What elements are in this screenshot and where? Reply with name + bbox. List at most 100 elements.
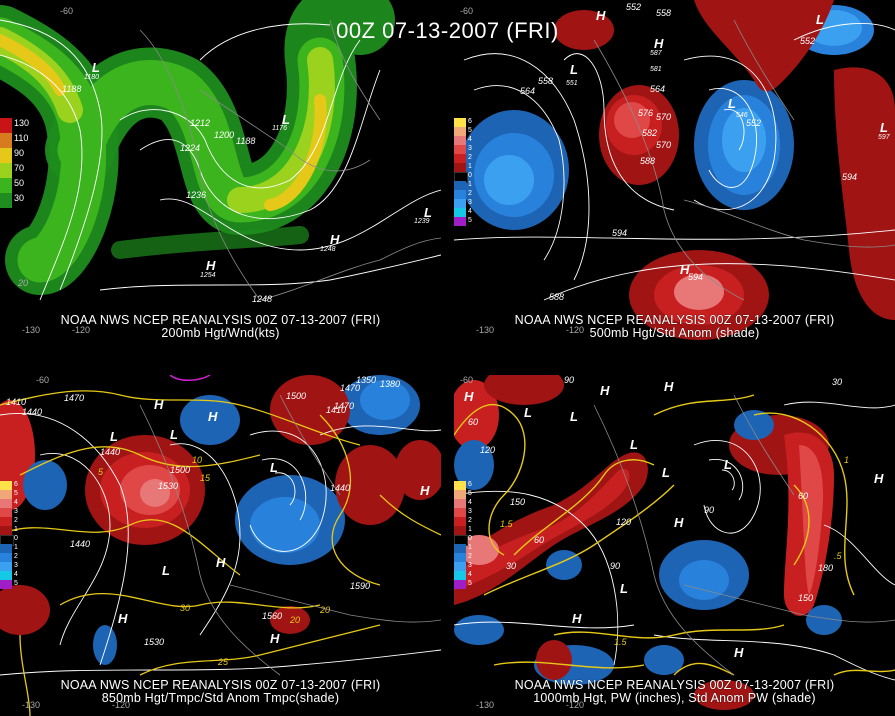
lon-label: -60: [36, 375, 50, 385]
legend-entry: 3: [454, 508, 484, 517]
legend-swatch: [454, 508, 466, 517]
contour-label: 1410: [326, 405, 347, 415]
legend-swatch: [454, 136, 466, 145]
legend-swatch: [454, 571, 466, 580]
pw-label: 1.5: [500, 519, 513, 529]
contour-label: 1200: [214, 130, 235, 140]
legend-swatch: [454, 580, 466, 589]
low-marker: L: [282, 112, 290, 127]
legend-swatch: [0, 517, 12, 526]
panel-500mb: 6 5 4 3 2 1 0 1 2 3 4 5 -130 -120 -60 H L L L L H H…: [454, 0, 895, 341]
map-500mb: [454, 0, 895, 340]
legend-entry: 3: [0, 508, 30, 517]
pw-label: 1: [844, 455, 850, 465]
temp-label: 15: [200, 473, 211, 483]
low-marker: L: [728, 96, 736, 111]
caption-line-2: 1000mb Hgt, PW (inches), Std Anom PW (sh…: [533, 691, 816, 705]
legend-label: 6: [14, 481, 18, 488]
high-marker: H: [330, 232, 340, 247]
contour-label: 90: [704, 505, 715, 515]
contour-label: 552: [746, 118, 762, 128]
map-1000mb: [454, 375, 895, 710]
legend-label: 90: [14, 148, 25, 158]
legend-entry: 4: [0, 499, 30, 508]
legend-entry: 5: [454, 217, 484, 226]
legend-entry: 2: [454, 154, 484, 163]
temp-label: 30: [180, 603, 191, 613]
contour-label: 558: [538, 76, 554, 86]
legend-entry: 50: [0, 178, 30, 193]
low-marker: L: [162, 563, 170, 578]
lon-label: -120: [566, 700, 585, 710]
contour-label: 1236: [186, 190, 207, 200]
legend-entry: 2: [454, 553, 484, 562]
high-marker: H: [154, 397, 164, 412]
legend-swatch: [454, 481, 466, 490]
contour-label: 1470: [64, 393, 85, 403]
legend-label: 3: [468, 145, 472, 152]
legend-entry: 1: [0, 544, 30, 553]
legend-entry: 4: [454, 136, 484, 145]
lon-label: -120: [72, 325, 91, 335]
lon-label: -130: [22, 700, 41, 710]
contour-label: 1212: [190, 118, 211, 128]
contour-label: 1440: [330, 483, 351, 493]
legend-entry: 90: [0, 148, 30, 163]
contour-label: 594: [842, 172, 858, 182]
legend-label: 3: [468, 562, 472, 569]
legend-entry: 70: [0, 163, 30, 178]
contour-label: 1176: [272, 125, 288, 132]
contour-label: 552: [626, 2, 642, 12]
legend-entry: 5: [454, 127, 484, 136]
lon-label: -60: [460, 375, 474, 385]
contour-label: 150: [798, 593, 814, 603]
contour-label: 1350: [356, 375, 377, 385]
legend-swatch: [0, 118, 12, 133]
legend-swatch: [454, 217, 466, 226]
contour-label: 546: [736, 112, 748, 119]
low-marker: L: [880, 120, 888, 135]
legend-1000mb: 6 5 4 3 2 1 0 1 2 3 4 5: [454, 481, 484, 589]
legend-swatch: [454, 517, 466, 526]
legend-label: 2: [468, 517, 472, 524]
high-marker: H: [270, 631, 280, 646]
legend-entry: 3: [454, 145, 484, 154]
legend-entry: 1: [454, 163, 484, 172]
contour-label: 587: [650, 50, 662, 57]
legend-swatch: [454, 490, 466, 499]
contour-label: 576: [638, 108, 654, 118]
lon-label: -130: [476, 325, 495, 335]
pw-contours: [454, 394, 895, 676]
legend-label: 4: [14, 571, 18, 578]
contour-label: 1530: [144, 637, 165, 647]
high-marker: H: [674, 515, 684, 530]
legend-label: 4: [468, 499, 472, 506]
low-marker: L: [724, 457, 732, 472]
legend-entry: 3: [454, 199, 484, 208]
legend-swatch: [0, 148, 12, 163]
legend-entry: 2: [454, 517, 484, 526]
legend-label: 3: [14, 508, 18, 515]
contour-label: 1239: [414, 218, 430, 225]
low-marker: L: [270, 460, 278, 475]
contour-label: 1188: [62, 84, 82, 94]
contour-label: 558: [656, 8, 672, 18]
contour-label: 581: [650, 66, 662, 73]
legend-swatch: [0, 490, 12, 499]
high-marker: H: [654, 36, 664, 51]
legend-label: 4: [468, 571, 472, 578]
lon-label: -130: [476, 700, 495, 710]
contour-label: 1188: [236, 136, 256, 146]
legend-label: 5: [468, 580, 472, 587]
coastlines: [139, 19, 441, 301]
legend-swatch: [0, 562, 12, 571]
contour-label: 588: [549, 292, 565, 302]
contour-label: 1248: [252, 294, 273, 304]
legend-label: 1: [468, 181, 472, 188]
map-200mb: [0, 0, 441, 301]
high-marker: H: [206, 258, 216, 273]
legend-500mb: 6 5 4 3 2 1 0 1 2 3 4 5: [454, 118, 484, 226]
legend-swatch: [454, 154, 466, 163]
legend-label: 110: [14, 133, 29, 143]
legend-label: 1: [14, 526, 18, 533]
